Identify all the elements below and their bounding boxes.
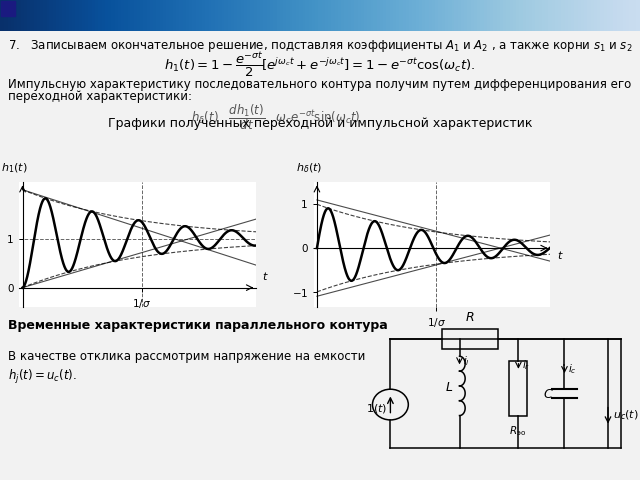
Text: Импульсную характеристику последовательного контура получим путем дифференцирова: Импульсную характеристику последовательн… [8, 78, 632, 91]
Text: $u_c(t)$: $u_c(t)$ [613, 409, 639, 422]
Text: $R_{\mathsf{эо}}$: $R_{\mathsf{эо}}$ [509, 424, 527, 438]
Bar [509, 360, 527, 416]
Text: 7.   Записываем окончательное решение, подставляя коэффициенты $A_1$ и $A_2$ , а: 7. Записываем окончательное решение, под… [8, 38, 633, 54]
Text: $C$: $C$ [543, 388, 554, 401]
Text: переходной характеристики:: переходной характеристики: [8, 90, 192, 104]
Text: $i_c$: $i_c$ [568, 362, 577, 376]
Bar [1, 0, 15, 16]
Text: $h_1(t) = 1 - \dfrac{e^{-\sigma t}}{2}\!\left[e^{j\omega_c t} + e^{-j\omega_c t}: $h_1(t) = 1 - \dfrac{e^{-\sigma t}}{2}\!… [164, 50, 476, 79]
Y-axis label: $h_\delta(t)$: $h_\delta(t)$ [296, 161, 322, 175]
Text: Временные характеристики параллельного контура: Временные характеристики параллельного к… [8, 319, 388, 332]
Text: В качестве отклика рассмотрим напряжение на емкости: В качестве отклика рассмотрим напряжение… [8, 350, 365, 363]
X-axis label: $t$: $t$ [557, 249, 563, 261]
X-axis label: $t$: $t$ [262, 270, 269, 282]
Text: $i_r$: $i_r$ [522, 358, 531, 372]
Bar [442, 329, 498, 348]
Y-axis label: $h_1(t)$: $h_1(t)$ [1, 161, 28, 175]
Text: $h_\delta(t)$   $\dfrac{dh_1(t)}{dt}$   $\omega_c e^{-\sigma t}\sin(\omega_c t)$: $h_\delta(t)$ $\dfrac{dh_1(t)}{dt}$ $\om… [191, 102, 360, 132]
Text: Графики полученных переходной и импульсной характеристик: Графики полученных переходной и импульсн… [108, 118, 532, 131]
Text: $1(t)$: $1(t)$ [366, 402, 387, 416]
Text: $L$: $L$ [445, 381, 454, 394]
Text: $i_l$: $i_l$ [463, 354, 470, 368]
Text: $R$: $R$ [465, 312, 474, 324]
Text: $h_j(t)=u_c(t)$.: $h_j(t)=u_c(t)$. [8, 368, 77, 386]
